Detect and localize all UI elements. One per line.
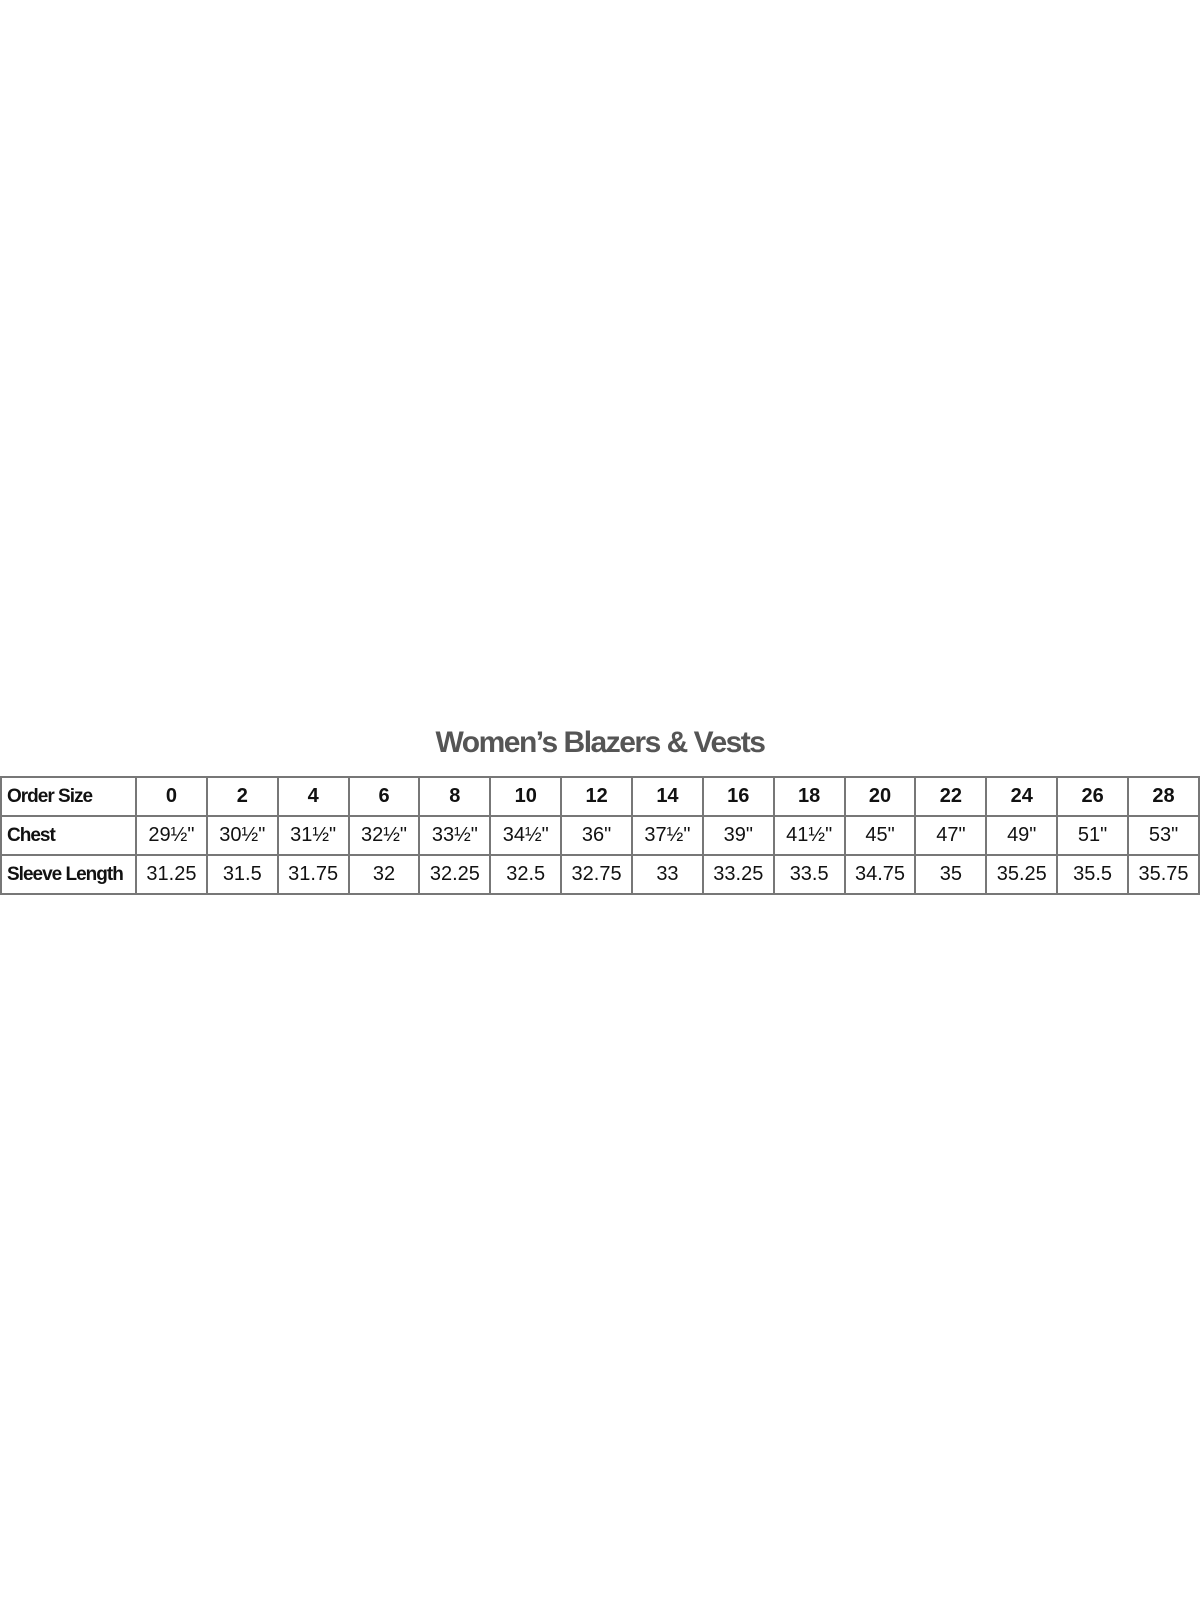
table-cell: 36" — [560, 815, 634, 856]
table-cell: 33½" — [418, 815, 492, 856]
table-cell: 34.75 — [843, 854, 917, 895]
table-cell: 18 — [772, 776, 846, 817]
table-cell: 20 — [843, 776, 917, 817]
table-cell: 32.75 — [560, 854, 634, 895]
table-cell: 31.75 — [276, 854, 350, 895]
table-cell: 6 — [347, 776, 421, 817]
table-cell: 33.5 — [772, 854, 846, 895]
table-cell: 29½" — [135, 815, 208, 856]
row-header: Sleeve Length — [0, 854, 137, 895]
table-cell: 30½" — [205, 815, 279, 856]
table-cell: 35.5 — [1056, 854, 1130, 895]
table-cell: 32 — [347, 854, 421, 895]
row-header: Chest — [0, 815, 137, 856]
table-cell: 35.75 — [1127, 854, 1200, 895]
table-cell: 49" — [985, 815, 1059, 856]
table-cell: 12 — [560, 776, 634, 817]
table-cell: 34½" — [489, 815, 563, 856]
table-cell: 39" — [701, 815, 775, 856]
table-cell: 35 — [914, 854, 988, 895]
order-size-row: Order Size 0 2 4 6 8 10 12 14 16 18 20 22 24 26 28 — [0, 776, 1200, 817]
table-cell: 53" — [1127, 815, 1200, 856]
table-cell: 31.5 — [205, 854, 279, 895]
table-cell: 0 — [135, 776, 208, 817]
row-header: Order Size — [0, 776, 137, 817]
table-cell: 10 — [489, 776, 563, 817]
sleeve-length-row: Sleeve Length 31.25 31.5 31.75 32 32.25 32.5 32… — [0, 854, 1200, 895]
table-cell: 28 — [1127, 776, 1200, 817]
table-cell: 41½" — [772, 815, 846, 856]
table-cell: 47" — [914, 815, 988, 856]
table-cell: 31½" — [276, 815, 350, 856]
table-cell: 32.25 — [418, 854, 492, 895]
table-cell: 26 — [1056, 776, 1130, 817]
table-cell: 8 — [418, 776, 492, 817]
table-cell: 33 — [631, 854, 704, 895]
table-cell: 32.5 — [489, 854, 563, 895]
table-cell: 37½" — [631, 815, 704, 856]
table-cell: 45" — [843, 815, 917, 856]
size-chart-table: Order Size 0 2 4 6 8 10 12 14 16 18 20 22 24 26 28 Chest… — [0, 776, 1200, 895]
chest-row: Chest 29½" 30½" 31½" 32½" 33½" 34½" 36" 37½" 39" 4… — [0, 815, 1200, 856]
table-cell: 16 — [701, 776, 775, 817]
table-cell: 35.25 — [985, 854, 1059, 895]
table-cell: 24 — [985, 776, 1059, 817]
table-cell: 31.25 — [135, 854, 208, 895]
table-cell: 2 — [205, 776, 279, 817]
table-cell: 33.25 — [701, 854, 775, 895]
table-cell: 4 — [276, 776, 350, 817]
size-chart-title: Women’s Blazers & Vests — [435, 726, 767, 759]
table-cell: 32½" — [347, 815, 421, 856]
table-cell: 51" — [1056, 815, 1130, 856]
table-cell: 14 — [631, 776, 704, 817]
table-cell: 22 — [914, 776, 988, 817]
